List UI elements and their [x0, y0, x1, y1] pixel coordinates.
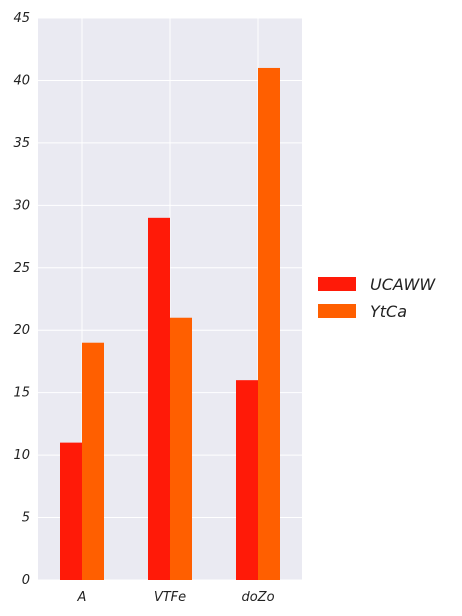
y-tick-label: 40 [13, 73, 30, 88]
y-tick-label: 5 [22, 511, 30, 526]
legend: UCAWW YtCa [318, 275, 436, 321]
bar-YtCa-A [82, 342, 104, 580]
legend-swatch-UCAWW [318, 277, 356, 291]
y-tick-label: 35 [13, 136, 30, 151]
legend-label-YtCa: YtCa [370, 302, 407, 321]
y-tick-label: 15 [13, 386, 30, 401]
y-axis-tick-labels: 0 5 10 15 20 25 30 35 40 45 [13, 11, 30, 588]
x-tick-label: doZo [241, 590, 274, 605]
y-tick-label: 45 [13, 11, 30, 26]
y-tick-label: 20 [13, 323, 30, 338]
x-tick-label: A [77, 590, 87, 605]
bar-UCAWW-doZo [236, 380, 258, 580]
y-tick-label: 25 [13, 261, 30, 276]
legend-swatch-YtCa [318, 304, 356, 318]
bars [60, 67, 280, 581]
y-tick-label: 0 [22, 573, 30, 588]
y-tick-label: 10 [13, 448, 30, 463]
legend-label-UCAWW: UCAWW [370, 275, 436, 294]
bar-YtCa-VTFe [170, 317, 192, 580]
y-tick-label: 30 [13, 198, 30, 213]
bar-YtCa-doZo [258, 67, 280, 580]
bar-UCAWW-A [60, 442, 82, 580]
bar-UCAWW-VTFe [148, 217, 170, 581]
x-tick-label: VTFe [154, 590, 186, 605]
x-axis-tick-labels: A VTFe doZo [77, 590, 275, 605]
